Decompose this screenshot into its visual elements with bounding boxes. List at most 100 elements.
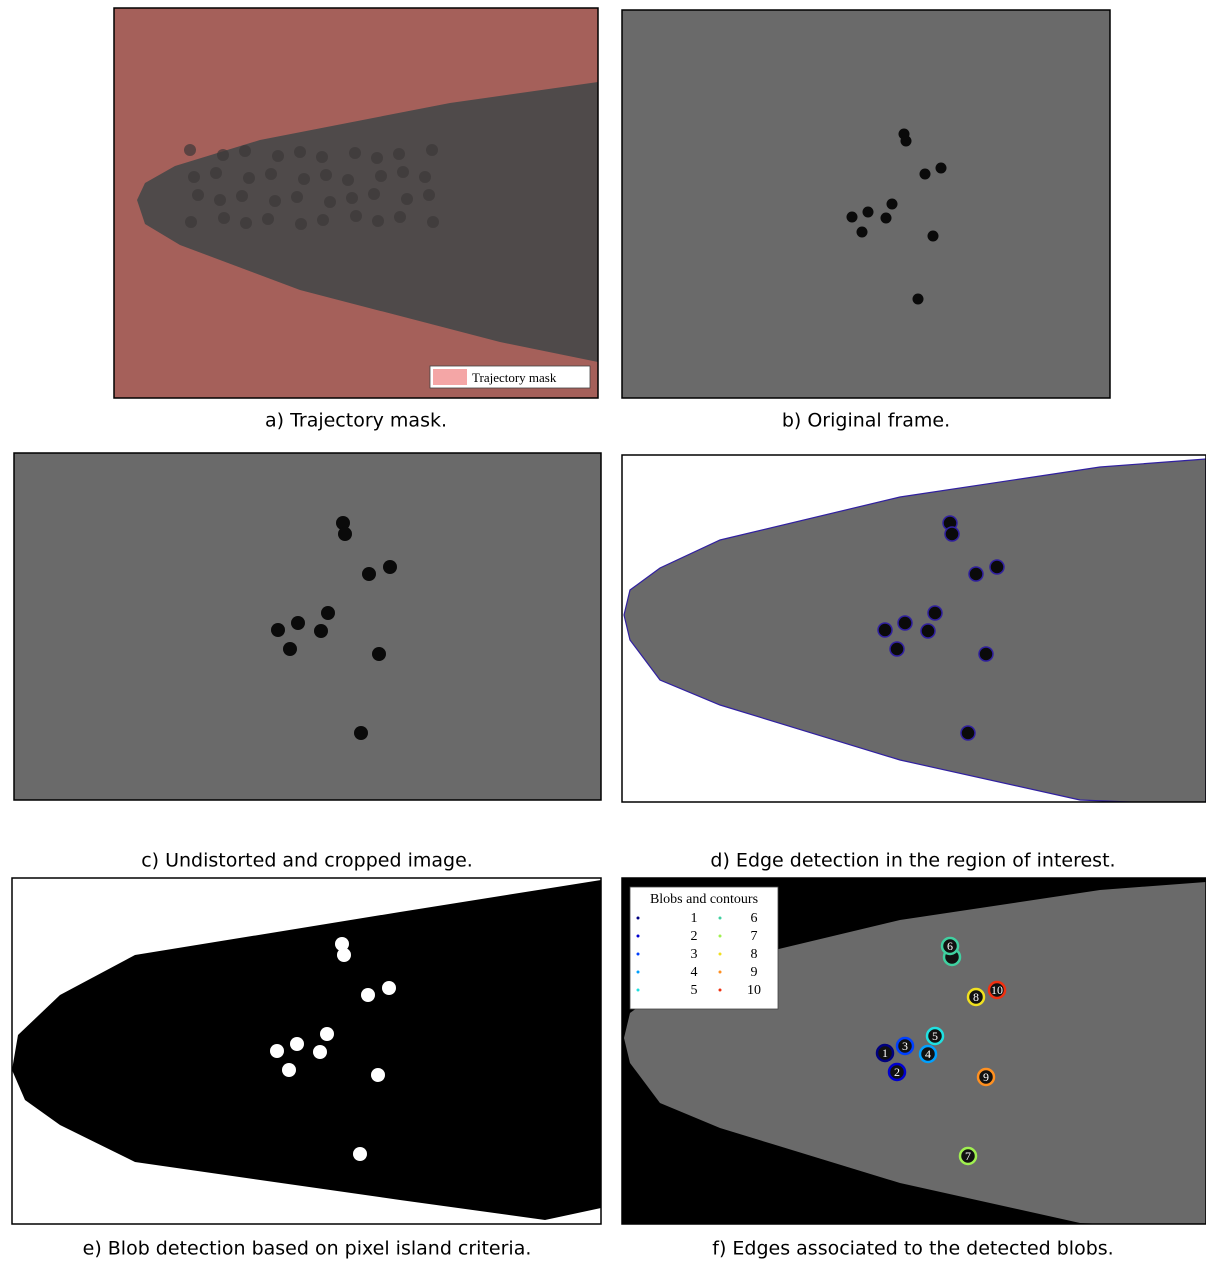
- dot: [316, 151, 328, 163]
- marker: [283, 642, 297, 656]
- marker: [928, 231, 939, 242]
- legend-label: 9: [751, 965, 758, 980]
- dot: [320, 169, 332, 181]
- blob-label: 2: [894, 1065, 900, 1079]
- blob-label: 8: [973, 990, 979, 1004]
- marker: [920, 169, 931, 180]
- dot: [419, 171, 431, 183]
- caption: f) Edges associated to the detected blob…: [712, 1238, 1113, 1260]
- marker: [361, 988, 375, 1002]
- background: [14, 453, 601, 800]
- dot: [394, 211, 406, 223]
- figure: Trajectory mask12345678910Blobs and cont…: [0, 0, 1206, 1268]
- marker: [898, 616, 912, 630]
- marker: [928, 606, 942, 620]
- panel: 12345678910Blobs and contours12345678910: [622, 878, 1206, 1228]
- marker: [371, 1068, 385, 1082]
- marker: [270, 1044, 284, 1058]
- legend-marker: [719, 971, 722, 974]
- marker: [878, 623, 892, 637]
- dot: [272, 150, 284, 162]
- dot: [346, 192, 358, 204]
- marker: [354, 726, 368, 740]
- marker: [338, 527, 352, 541]
- dot: [236, 190, 248, 202]
- marker: [961, 726, 975, 740]
- panel: [622, 10, 1110, 398]
- dot: [393, 148, 405, 160]
- legend-label: 4: [691, 965, 698, 980]
- dot: [397, 166, 409, 178]
- marker: [313, 1045, 327, 1059]
- marker: [362, 567, 376, 581]
- panel: Trajectory mask: [114, 8, 598, 398]
- page: {"panels": [ {"caption": "a) Trajectory …: [0, 0, 1206, 1268]
- legend-label: 6: [751, 911, 758, 926]
- dot: [295, 218, 307, 230]
- blob-label: 3: [902, 1039, 908, 1053]
- marker: [337, 948, 351, 962]
- dot: [298, 173, 310, 185]
- legend-label: 1: [691, 911, 698, 926]
- dot: [243, 172, 255, 184]
- caption: d) Edge detection in the region of inter…: [710, 850, 1115, 872]
- marker: [913, 294, 924, 305]
- dot: [317, 214, 329, 226]
- dot: [350, 210, 362, 222]
- legend-label: 8: [751, 947, 758, 962]
- caption: b) Original frame.: [782, 410, 950, 432]
- dot: [291, 191, 303, 203]
- marker: [320, 1027, 334, 1041]
- legend-marker: [637, 917, 640, 920]
- dot: [372, 215, 384, 227]
- legend-label: Trajectory mask: [472, 370, 557, 385]
- marker: [383, 560, 397, 574]
- marker: [979, 647, 993, 661]
- dot: [423, 189, 435, 201]
- legend-marker: [719, 953, 722, 956]
- dot: [240, 217, 252, 229]
- marker: [945, 527, 959, 541]
- legend-marker: [637, 989, 640, 992]
- legend-label: 7: [751, 929, 758, 944]
- marker: [321, 606, 335, 620]
- legend-label: 10: [747, 983, 761, 998]
- blob-label: 7: [965, 1149, 971, 1163]
- marker: [969, 567, 983, 581]
- caption: e) Blob detection based on pixel island …: [83, 1238, 532, 1260]
- dot: [324, 196, 336, 208]
- marker: [314, 624, 328, 638]
- legend-marker: [637, 971, 640, 974]
- marker: [936, 163, 947, 174]
- caption: c) Undistorted and cropped image.: [141, 850, 473, 872]
- marker: [282, 1063, 296, 1077]
- blob-label: 10: [991, 983, 1003, 997]
- dot: [371, 152, 383, 164]
- dot: [426, 144, 438, 156]
- legend-label: 3: [691, 947, 698, 962]
- marker: [901, 136, 912, 147]
- marker: [921, 624, 935, 638]
- dot: [342, 174, 354, 186]
- dot: [401, 193, 413, 205]
- dot: [188, 171, 200, 183]
- legend-swatch: [433, 369, 467, 385]
- marker: [990, 560, 1004, 574]
- dot: [368, 188, 380, 200]
- dot: [218, 212, 230, 224]
- dot: [269, 195, 281, 207]
- dot: [184, 144, 196, 156]
- marker: [857, 227, 868, 238]
- panel: [14, 453, 601, 800]
- marker: [382, 981, 396, 995]
- dot: [427, 216, 439, 228]
- blob-label: 1: [882, 1046, 888, 1060]
- marker: [271, 623, 285, 637]
- legend-label: 2: [691, 929, 698, 944]
- blob-label: 9: [983, 1070, 989, 1084]
- marker: [290, 1037, 304, 1051]
- marker: [353, 1147, 367, 1161]
- dot: [217, 149, 229, 161]
- legend-marker: [637, 953, 640, 956]
